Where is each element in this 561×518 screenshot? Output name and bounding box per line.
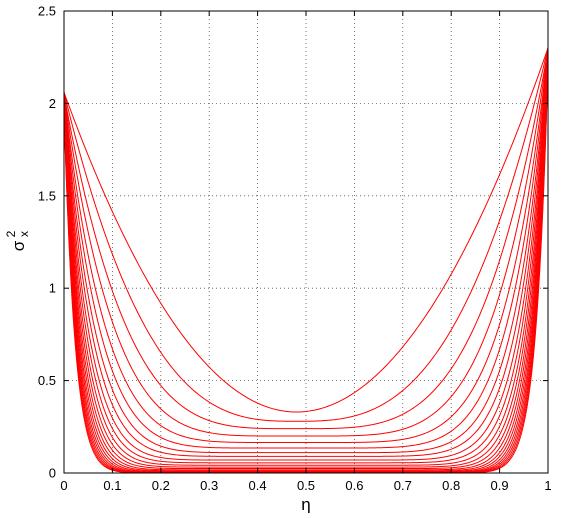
y-axis-label-subscript: x (17, 231, 31, 237)
y-tick-label: 1 (49, 281, 56, 296)
x-tick-label: 0.3 (200, 478, 218, 493)
y-axis-label-superscript: 2 (4, 230, 18, 237)
x-tick-label: 1 (544, 478, 551, 493)
x-tick-label: 0.1 (103, 478, 121, 493)
x-tick-label: 0.4 (249, 478, 267, 493)
x-tick-label: 0 (60, 478, 67, 493)
series-line (63, 51, 549, 449)
y-tick-label: 1.5 (38, 188, 56, 203)
x-axis-label: η (301, 495, 310, 513)
series-line (63, 51, 549, 444)
x-tick-label: 0.6 (345, 478, 363, 493)
y-axis-label: σ 2 x (4, 230, 31, 251)
x-tick-label: 0.7 (394, 478, 412, 493)
x-tick-label: 0.8 (442, 478, 460, 493)
series-line (63, 47, 549, 413)
series-line (63, 49, 549, 430)
series-line (63, 60, 549, 473)
x-tick-label: 0.5 (297, 478, 315, 493)
x-tick-label: 0.9 (491, 478, 509, 493)
grid (64, 10, 548, 473)
series-line (63, 55, 549, 464)
y-tick-label: 2 (49, 96, 56, 111)
series-line (63, 49, 549, 437)
series-line (63, 53, 549, 454)
y-tick-label: 0.5 (38, 373, 56, 388)
series-line (63, 59, 549, 471)
series-line (63, 60, 549, 472)
series-line (63, 57, 549, 466)
y-axis-label-main: σ (9, 240, 28, 251)
ticks: 0 0.1 0.2 0.3 0.4 0.5 0.6 0.7 0.8 0.9 1 0 0.5 1 1.5 2 2.… (38, 4, 552, 494)
series-line (63, 53, 549, 457)
x-tick-label: 0.2 (152, 478, 170, 493)
series-line (63, 47, 549, 422)
series-line (63, 57, 549, 468)
series-line (63, 55, 549, 461)
y-tick-label: 0 (49, 466, 56, 481)
y-tick-label: 2.5 (38, 4, 56, 19)
